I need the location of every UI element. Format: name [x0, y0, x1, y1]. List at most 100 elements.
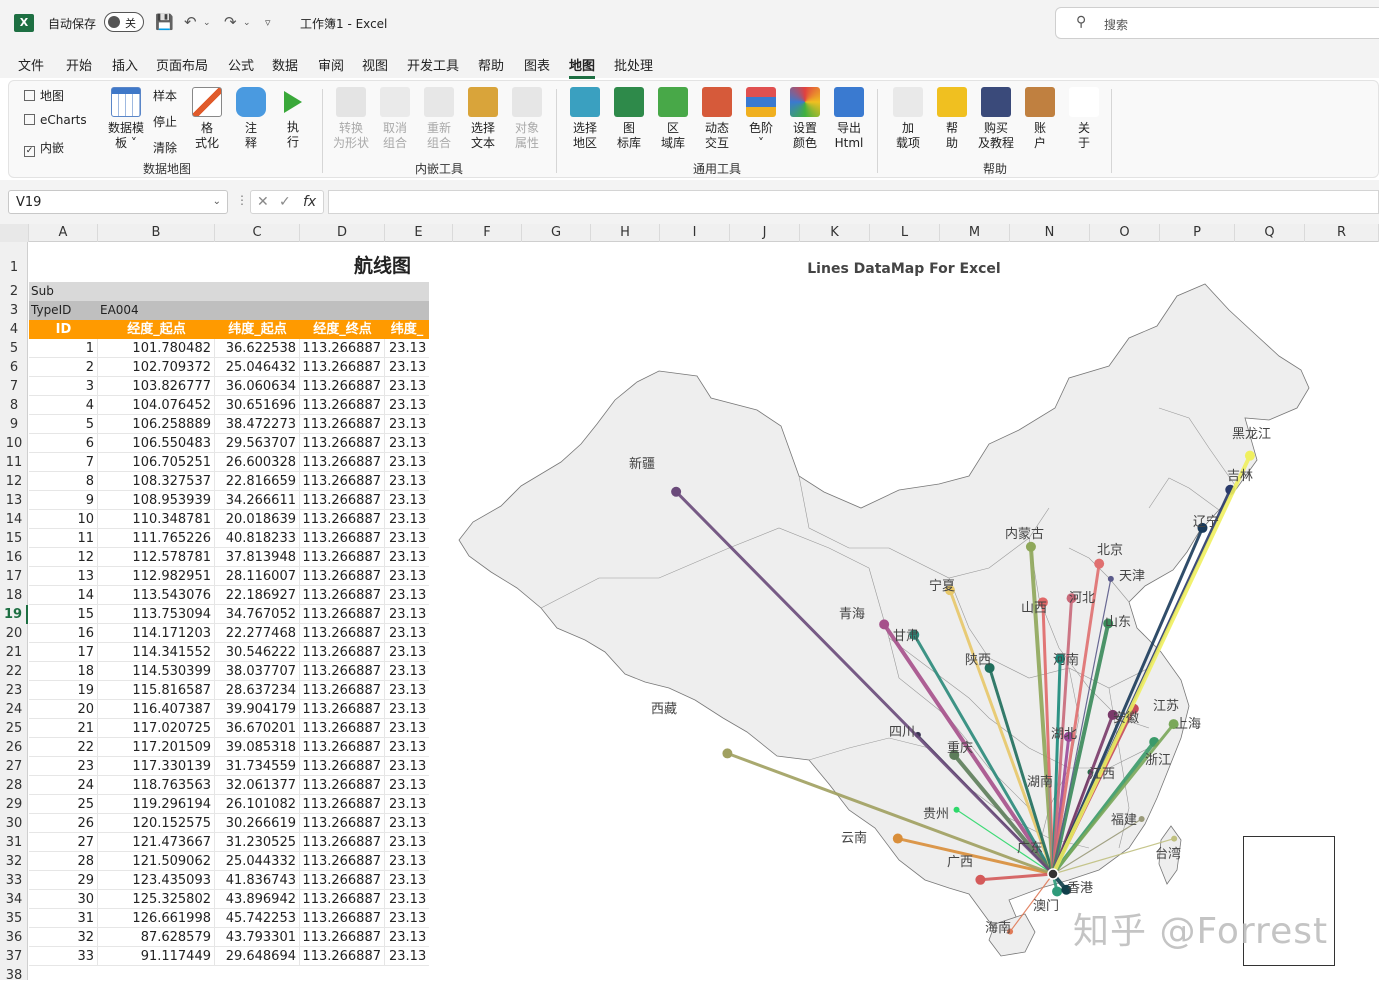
table-cell[interactable]: 121.473667 — [98, 833, 215, 852]
search-box[interactable]: ⚲ 搜索 — [1055, 7, 1379, 39]
icon-library-button[interactable]: 图标库 — [608, 87, 650, 151]
table-cell[interactable]: 3 — [29, 377, 98, 396]
table-cell[interactable]: 25.044332 — [215, 852, 300, 871]
row-header[interactable]: 11 — [5, 455, 23, 470]
column-header-E[interactable]: E — [385, 224, 453, 242]
table-cell[interactable]: 108.953939 — [98, 491, 215, 510]
object-properties-button[interactable]: 对象 属性 — [506, 87, 548, 151]
customize-qat-icon[interactable]: ▿ — [265, 16, 271, 29]
select-region-button[interactable]: 选择 地区 — [564, 87, 606, 151]
table-cell[interactable]: 5 — [29, 415, 98, 434]
column-header-G[interactable]: G — [522, 224, 591, 242]
row-header[interactable]: 8 — [9, 398, 19, 413]
route-origin-point[interactable] — [984, 662, 995, 673]
row-header[interactable]: 35 — [5, 911, 23, 926]
table-cell[interactable]: 20.018639 — [215, 510, 300, 529]
table-cell[interactable]: 22 — [29, 738, 98, 757]
table-cell[interactable]: 23 — [29, 757, 98, 776]
sample-button[interactable]: 样本 — [153, 89, 178, 103]
table-cell[interactable]: 23.13 — [389, 835, 427, 850]
table-cell[interactable]: 8 — [29, 472, 98, 491]
table-cell[interactable]: 113.266887 — [300, 548, 385, 567]
table-cell[interactable]: 114.341552 — [98, 643, 215, 662]
tab-11[interactable]: 地图 — [569, 55, 596, 79]
table-cell[interactable]: 38.472273 — [215, 415, 300, 434]
table-cell[interactable]: 39.904179 — [215, 700, 300, 719]
table-cell[interactable]: 28.637234 — [215, 681, 300, 700]
table-cell[interactable]: 23.13 — [389, 588, 427, 603]
route-line[interactable] — [948, 588, 1055, 876]
table-cell[interactable]: 113.266887 — [300, 681, 385, 700]
convert-shape-button[interactable]: 转换 为形状 — [330, 87, 372, 151]
route-line[interactable] — [988, 666, 1055, 876]
stop-button[interactable]: 停止 — [153, 115, 178, 129]
table-cell[interactable]: 36.060634 — [215, 377, 300, 396]
route-origin-point[interactable] — [949, 749, 960, 760]
table-cell[interactable]: 102.709372 — [98, 358, 215, 377]
row-header[interactable]: 24 — [5, 702, 23, 717]
table-cell[interactable]: 111.765226 — [98, 529, 215, 548]
column-header-A[interactable]: A — [29, 224, 98, 242]
more-options-icon[interactable]: ⋮ — [236, 193, 248, 207]
table-cell[interactable]: 23.13 — [389, 436, 427, 451]
table-cell[interactable]: 32 — [29, 928, 98, 947]
color-scale-button[interactable]: 色阶 ˅ — [740, 87, 782, 151]
note-button[interactable]: 注释 — [233, 87, 269, 151]
row-header[interactable]: 22 — [5, 664, 23, 679]
table-cell[interactable]: 113.266887 — [300, 909, 385, 928]
table-cell[interactable]: 114.171203 — [98, 624, 215, 643]
table-cell[interactable]: 21 — [29, 719, 98, 738]
column-header-Q[interactable]: Q — [1235, 224, 1305, 242]
save-icon[interactable]: 💾 — [155, 13, 174, 31]
table-cell[interactable]: 36.670201 — [215, 719, 300, 738]
select-all-corner[interactable] — [0, 224, 29, 242]
table-cell[interactable]: 104.076452 — [98, 396, 215, 415]
table-cell[interactable]: 23.13 — [389, 854, 427, 869]
table-cell[interactable]: 113.266887 — [300, 434, 385, 453]
tab-10[interactable]: 图表 — [524, 59, 551, 74]
row-header[interactable]: 21 — [5, 645, 23, 660]
table-cell[interactable]: 22.186927 — [215, 586, 300, 605]
route-line[interactable] — [1051, 722, 1176, 876]
table-cell[interactable]: 113.266887 — [300, 358, 385, 377]
table-cell[interactable]: 34.767052 — [215, 605, 300, 624]
table-cell[interactable]: 25.046432 — [215, 358, 300, 377]
about-button[interactable]: 关于 — [1063, 87, 1105, 151]
table-cell[interactable]: 113.266887 — [300, 643, 385, 662]
row-header[interactable]: 32 — [5, 854, 23, 869]
row-header[interactable]: 34 — [5, 892, 23, 907]
column-header-K[interactable]: K — [800, 224, 870, 242]
table-cell[interactable]: 113.266887 — [300, 453, 385, 472]
table-cell[interactable]: 14 — [29, 586, 98, 605]
table-cell[interactable]: 23.13 — [389, 645, 427, 660]
route-line[interactable] — [1052, 837, 1175, 875]
row-header[interactable]: 3 — [9, 303, 19, 318]
route-line[interactable] — [955, 809, 1054, 875]
table-cell[interactable]: 23.13 — [389, 493, 427, 508]
row-header[interactable]: 5 — [9, 341, 19, 356]
table-cell[interactable]: 17 — [29, 643, 98, 662]
enter-icon[interactable]: ✓ — [279, 194, 291, 210]
route-origin-point[interactable] — [1063, 731, 1074, 742]
table-cell[interactable]: 31 — [29, 909, 98, 928]
table-cell[interactable]: 113.266887 — [300, 700, 385, 719]
tab-12[interactable]: 批处理 — [614, 59, 654, 74]
table-cell[interactable]: 114.530399 — [98, 662, 215, 681]
table-cell[interactable]: 112.982951 — [98, 567, 215, 586]
route-line[interactable] — [896, 837, 1055, 876]
table-cell[interactable]: 113.266887 — [300, 415, 385, 434]
tab-8[interactable]: 开发工具 — [407, 59, 460, 74]
table-cell[interactable]: 113.266887 — [300, 719, 385, 738]
column-header-H[interactable]: H — [591, 224, 660, 242]
table-cell[interactable]: 43.793301 — [215, 928, 300, 947]
route-origin-point[interactable] — [1103, 618, 1114, 629]
table-cell[interactable]: 30.266619 — [215, 814, 300, 833]
table-cell[interactable]: 117.201509 — [98, 738, 215, 757]
checkbox-map[interactable]: 地图 — [24, 87, 64, 104]
tab-0[interactable]: 文件 — [18, 59, 45, 74]
table-cell[interactable]: 113.266887 — [300, 529, 385, 548]
row-header[interactable]: 28 — [5, 778, 23, 793]
table-cell[interactable]: 23.13 — [389, 360, 427, 375]
ungroup-button[interactable]: 取消 组合 — [374, 87, 416, 151]
column-header-J[interactable]: J — [730, 224, 800, 242]
